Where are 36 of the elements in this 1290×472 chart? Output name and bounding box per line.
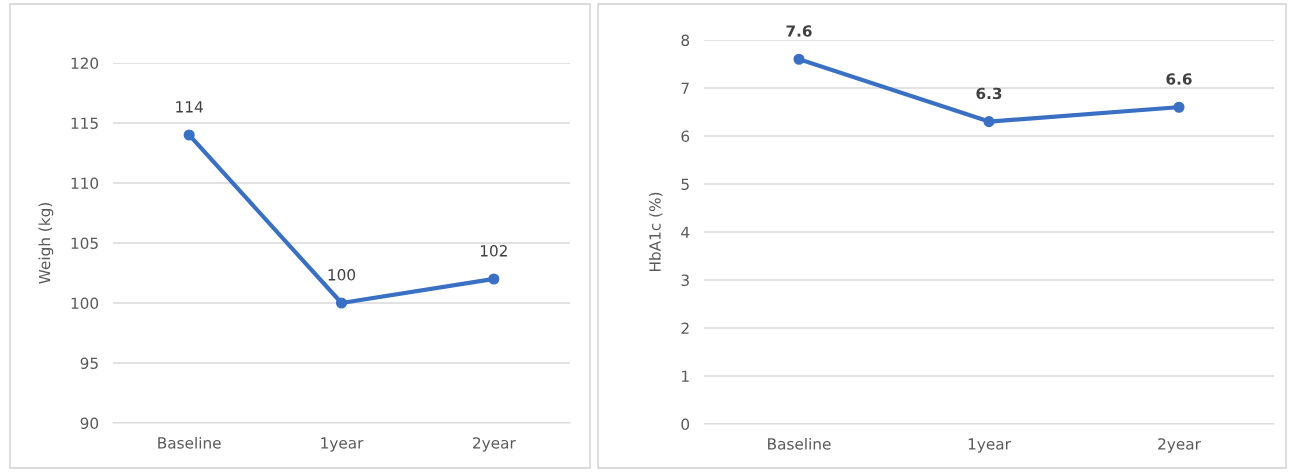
y-tick-label: 1 [682,370,689,382]
y-tick-label: 100 [71,297,99,310]
y-tick-label: 7 [681,82,689,94]
point [183,129,195,141]
data-label: 102 [480,245,507,257]
y-tick-label: 6 [681,130,690,143]
y-tick-label: 105 [71,237,98,250]
x-tick-label: 1year [321,437,364,452]
y-tick-label: 3 [681,274,689,287]
data-label: 100 [328,269,356,281]
data-label: 114 [176,101,203,113]
point [335,297,348,309]
y-tick-label: 0 [681,418,690,431]
point [983,116,995,128]
y-tick-label: 120 [71,57,99,70]
data-label: 6.3 [976,87,1002,100]
y-axis-title: Weigh (kg) [38,203,54,284]
y-tick-label: 5 [681,178,689,191]
y-tick-label: 115 [71,117,98,130]
y-tick-label: 90 [80,417,99,430]
x-tick-label: 2year [1158,438,1201,453]
point [1173,101,1185,113]
y-tick-label: 110 [71,177,99,190]
x-tick-label: Baseline [768,437,831,450]
x-tick-label: 1year [968,438,1011,453]
y-axis-title: HbA1c (%) [648,192,663,272]
y-tick-label: 8 [681,34,690,47]
x-tick-label: Baseline [158,436,221,449]
y-tick-label: 2 [681,322,689,334]
point [488,273,500,285]
y-tick-label: 4 [681,226,690,238]
y-tick-label: 95 [80,357,98,370]
data-label: 7.6 [786,25,812,37]
point [793,53,805,65]
x-tick-label: 2year [473,437,516,452]
data-label: 6.6 [1166,73,1192,85]
